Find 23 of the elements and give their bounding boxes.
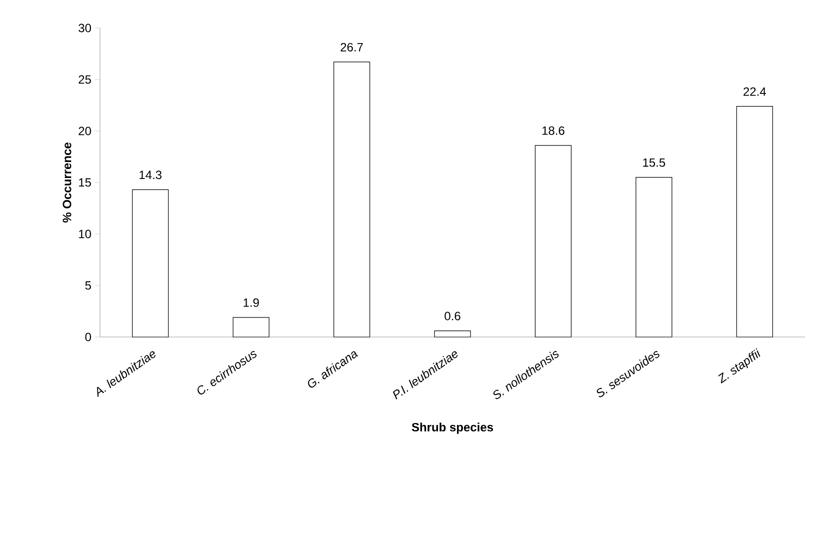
bar xyxy=(736,106,773,338)
y-axis-title: % Occurrence xyxy=(62,142,72,223)
y-tick-label: 15 xyxy=(79,178,91,187)
y-tick-label: 0 xyxy=(85,332,92,342)
x-axis-title: Shrub species xyxy=(412,422,494,434)
data-label: 14.3 xyxy=(140,170,162,180)
data-label: 0.6 xyxy=(444,312,460,320)
y-tick-label: 5 xyxy=(85,281,91,290)
data-label: 15.5 xyxy=(643,158,666,167)
data-label: 18.6 xyxy=(542,126,564,135)
data-label: 1.9 xyxy=(244,298,259,307)
y-tick-label: 30 xyxy=(78,24,92,32)
bar xyxy=(534,145,572,338)
y-tick-label: 20 xyxy=(78,126,92,136)
bar xyxy=(333,62,370,338)
bar xyxy=(232,317,270,338)
y-tick-label: 10 xyxy=(79,230,92,238)
y-tick-label: 25 xyxy=(78,75,91,84)
bar xyxy=(434,330,471,338)
data-label: 26.7 xyxy=(340,42,363,52)
bar xyxy=(636,177,672,338)
data-label: 22.4 xyxy=(744,87,766,96)
bar xyxy=(132,189,169,338)
